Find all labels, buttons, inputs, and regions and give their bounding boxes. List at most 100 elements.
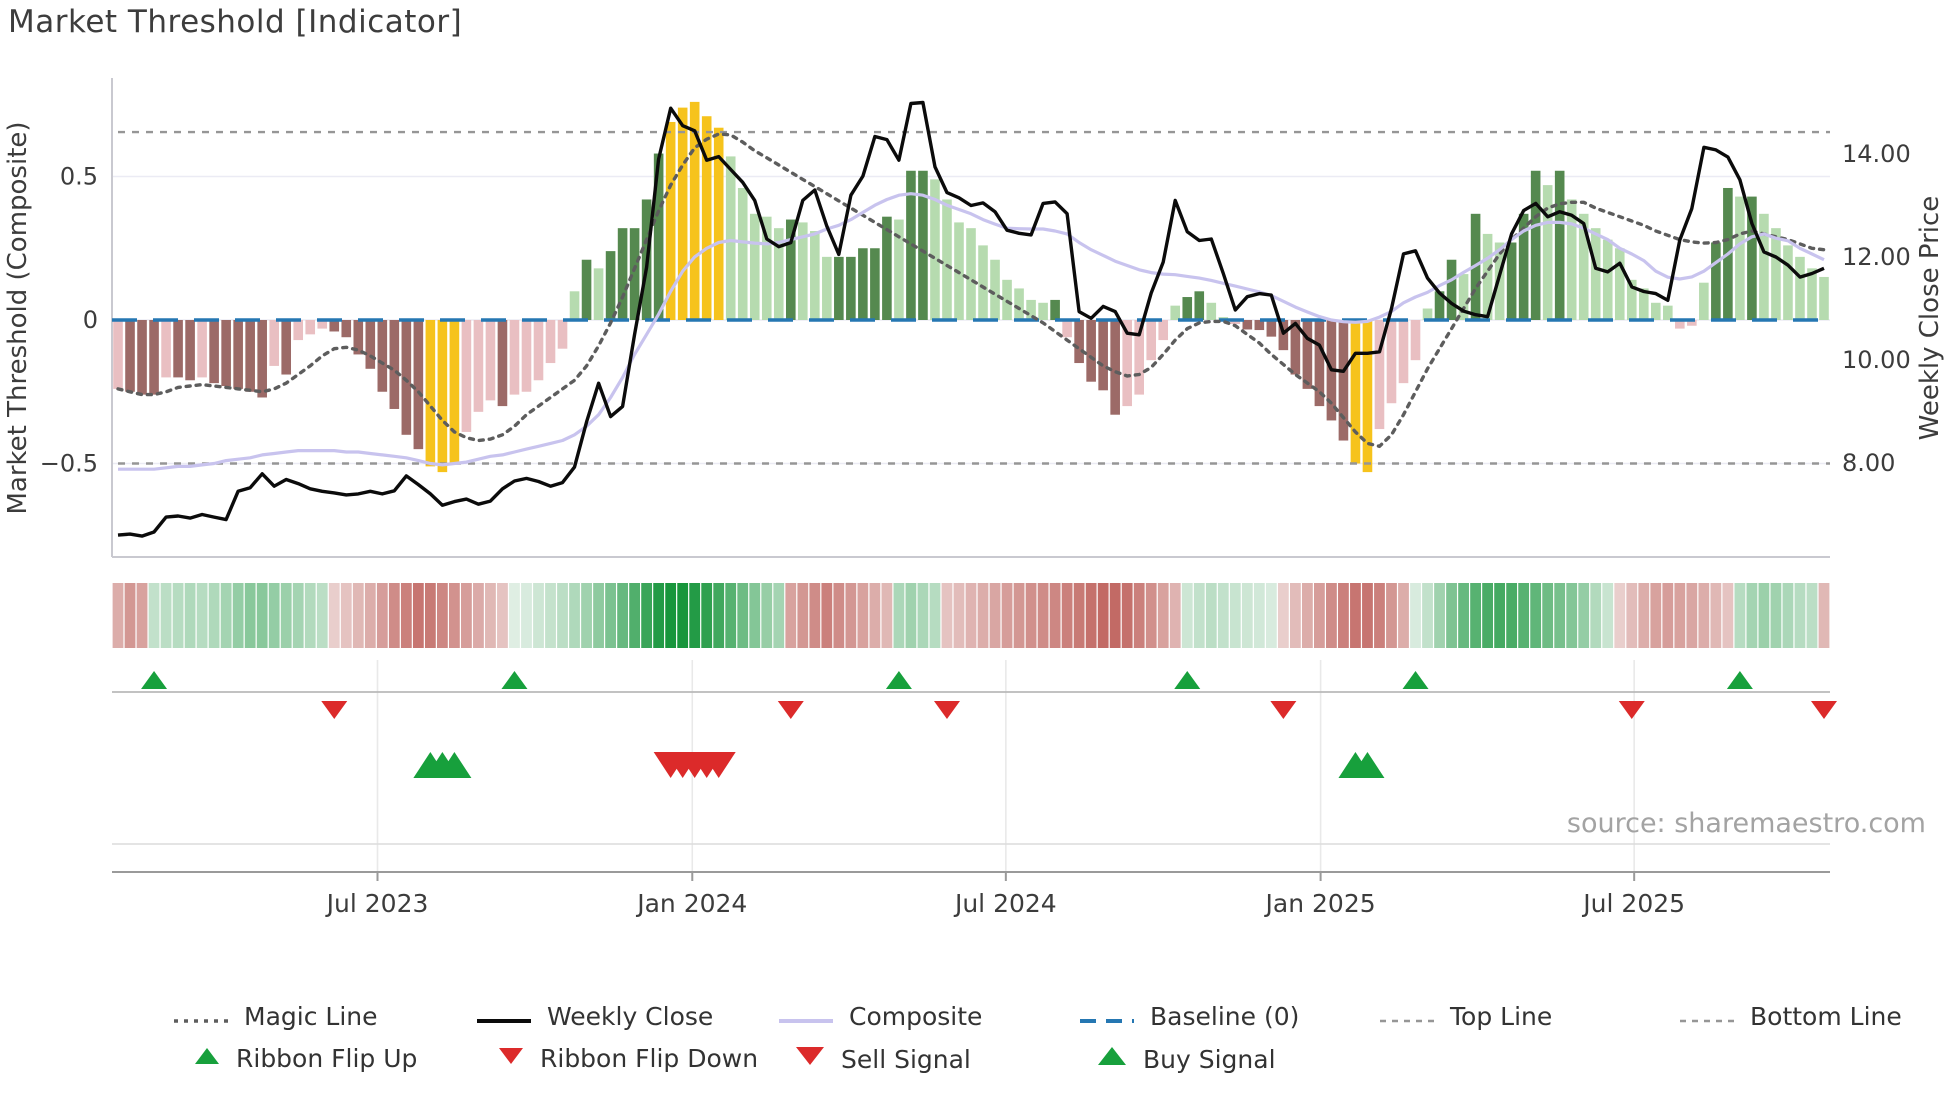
threshold-bar: [749, 213, 760, 320]
ribbon-cell: [1614, 583, 1626, 648]
ribbon-cell: [749, 583, 761, 648]
ribbon-cell: [1746, 583, 1758, 648]
ribbon-cell: [388, 583, 400, 648]
threshold-bar: [810, 231, 820, 320]
threshold-bars: [113, 101, 1829, 473]
threshold-bar: [1699, 282, 1709, 320]
ribbon-cell: [1265, 583, 1277, 648]
ribbon-cell: [1097, 583, 1109, 648]
x-axis: Jul 2023 Jan 2024 Jul 2024 Jan 2025 Jul 2025: [112, 843, 1830, 918]
ribbon-cell: [256, 583, 268, 648]
ribbon-cell: [1314, 583, 1325, 648]
threshold-bar: [1374, 320, 1385, 430]
threshold-bar: [1050, 299, 1060, 320]
ribbon-cell: [845, 583, 857, 648]
threshold-bar: [1410, 320, 1421, 361]
ribbon-cell: [1662, 583, 1674, 648]
threshold-bar: [1014, 288, 1024, 320]
right-tick-label: 8.00: [1842, 449, 1895, 477]
threshold-bar: [1386, 320, 1397, 404]
legend-item-buy-signal: Buy Signal: [1095, 1044, 1276, 1074]
legend-label: Magic Line: [244, 1002, 378, 1031]
ribbon-cell: [533, 583, 544, 648]
buy-signal-marker: [437, 752, 472, 778]
ribbon-cell: [1782, 583, 1794, 648]
threshold-bar: [689, 101, 700, 320]
threshold-bar: [233, 320, 243, 389]
threshold-bar: [581, 259, 592, 320]
ribbon-cell: [220, 583, 232, 648]
ribbon-cell: [184, 583, 196, 648]
legend-label: Baseline (0): [1150, 1002, 1300, 1031]
ribbon-cell: [773, 583, 785, 648]
threshold-bar: [1663, 305, 1673, 320]
ribbon-cell: [208, 583, 220, 648]
ribbon-cell: [1253, 583, 1265, 648]
threshold-bar: [569, 291, 580, 320]
ribbon-cell: [172, 583, 184, 648]
threshold-bar: [906, 170, 916, 320]
threshold-bar: [1783, 245, 1793, 320]
ribbon-cell: [340, 583, 352, 648]
threshold-bar: [365, 320, 376, 369]
threshold-bar: [353, 320, 364, 355]
ribbon-flip-up-marker: [1402, 671, 1429, 689]
legend-item-ribbon-flip-up: Ribbon Flip Up: [192, 1044, 417, 1073]
threshold-bar: [1254, 320, 1265, 331]
threshold-bar: [1362, 320, 1373, 473]
threshold-bar: [882, 216, 892, 320]
threshold-bar: [509, 320, 520, 395]
x-tick-label: Jul 2024: [953, 889, 1057, 918]
threshold-bar: [545, 320, 556, 364]
ribbon-cell: [485, 583, 496, 648]
threshold-bar: [593, 268, 604, 320]
threshold-bar: [1578, 213, 1589, 320]
threshold-bar: [377, 320, 388, 392]
threshold-bar: [521, 320, 532, 392]
threshold-bar: [1530, 170, 1541, 320]
ribbon-cell: [1686, 583, 1698, 648]
threshold-bar: [317, 320, 328, 329]
ribbon-cell: [1289, 583, 1301, 648]
threshold-bar: [125, 320, 135, 392]
threshold-bar: [725, 156, 736, 320]
page-title: Market Threshold [Indicator]: [8, 4, 463, 40]
threshold-bar: [1086, 320, 1096, 382]
threshold-bar: [1614, 248, 1625, 320]
x-tick-label: Jan 2024: [635, 889, 747, 918]
ribbon-cell: [521, 583, 532, 648]
threshold-bar: [1771, 228, 1781, 320]
threshold-bar: [822, 256, 832, 320]
left-axis-title: Market Threshold (Composite): [3, 121, 33, 514]
ribbon-cell: [136, 583, 148, 648]
ribbon-cell: [1241, 583, 1253, 648]
ribbon-cell: [713, 583, 725, 648]
ribbon-cell: [1037, 583, 1049, 648]
threshold-bar: [1170, 305, 1181, 320]
threshold-bar: [1074, 320, 1084, 364]
threshold-bar: [1242, 320, 1253, 330]
threshold-bar: [894, 219, 904, 320]
threshold-bar: [978, 245, 988, 320]
ribbon-cell: [1386, 583, 1397, 648]
threshold-bar: [1446, 259, 1457, 320]
threshold-bar: [1230, 320, 1241, 325]
ribbon-cell: [1205, 583, 1217, 648]
ribbon-cell: [1590, 583, 1602, 648]
threshold-bar: [281, 320, 292, 375]
triangle-up-green-icon: [192, 1044, 222, 1073]
ribbon-cell: [893, 583, 905, 648]
ribbon-cell: [881, 583, 893, 648]
threshold-bar: [1026, 299, 1036, 320]
threshold-bar: [653, 153, 664, 320]
ribbon-cell: [1638, 583, 1650, 648]
ribbon-cell: [1025, 583, 1037, 648]
ribbon-cell: [1530, 583, 1542, 648]
ribbon-cell: [316, 583, 328, 648]
ribbon-cell: [1362, 583, 1373, 648]
ribbon-cell: [965, 583, 977, 648]
ribbon-strip: [112, 583, 1830, 648]
threshold-bar: [629, 228, 640, 320]
magic-line: [116, 132, 1826, 449]
threshold-bar: [1290, 320, 1301, 375]
